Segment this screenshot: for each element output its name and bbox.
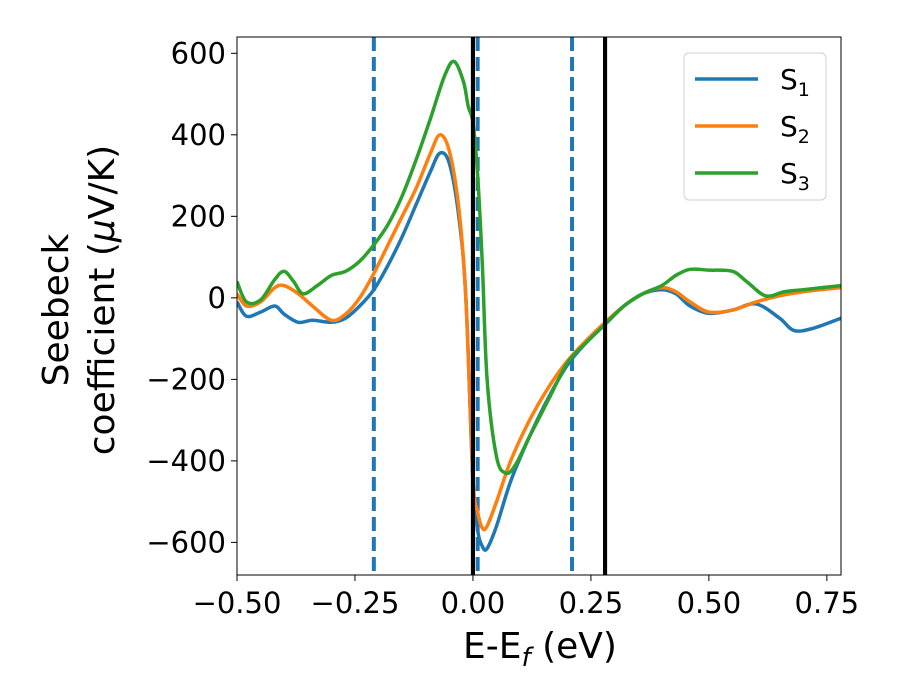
series-line-1 — [237, 150, 841, 552]
x-tick-label: 0.75 — [795, 586, 860, 620]
x-tick-label: 0.25 — [559, 586, 624, 620]
vertical-reference-lines — [371, 37, 608, 575]
y-tick-label: 400 — [171, 118, 226, 152]
y-tick-label: 200 — [171, 199, 226, 233]
x-tick-label: 0.50 — [677, 586, 742, 620]
y-tick-label: 600 — [171, 36, 226, 70]
legend: S1 S2 S3 — [683, 52, 827, 201]
x-axis-label: E-Ef (eV) — [463, 626, 617, 673]
y-axis-label-line1: Seebeck — [36, 233, 77, 386]
y-axis-label-line2: coefficient (μV/K) — [82, 145, 123, 455]
legend-label-2: S2 — [780, 110, 810, 148]
y-tick-label: −200 — [146, 362, 226, 396]
x-tick-label: 0.00 — [441, 586, 506, 620]
x-tick-label: −0.50 — [193, 586, 282, 620]
legend-label-1: S1 — [780, 63, 810, 101]
legend-label-3: S3 — [780, 157, 810, 195]
solid-vlines-top — [470, 37, 608, 575]
series-line-2 — [237, 133, 841, 532]
x-axis-ticks: −0.50 −0.25 0.00 0.25 0.50 0.75 — [193, 575, 860, 620]
series-line-3 — [237, 59, 841, 476]
plot-frame — [236, 36, 842, 576]
series-lines — [237, 59, 841, 552]
y-tick-label: 0 — [208, 281, 226, 315]
y-tick-label: −400 — [146, 444, 226, 478]
y-axis-ticks: −600 −400 −200 0 200 400 600 — [146, 36, 237, 559]
y-tick-label: −600 — [146, 525, 226, 559]
x-tick-label: −0.25 — [311, 586, 400, 620]
